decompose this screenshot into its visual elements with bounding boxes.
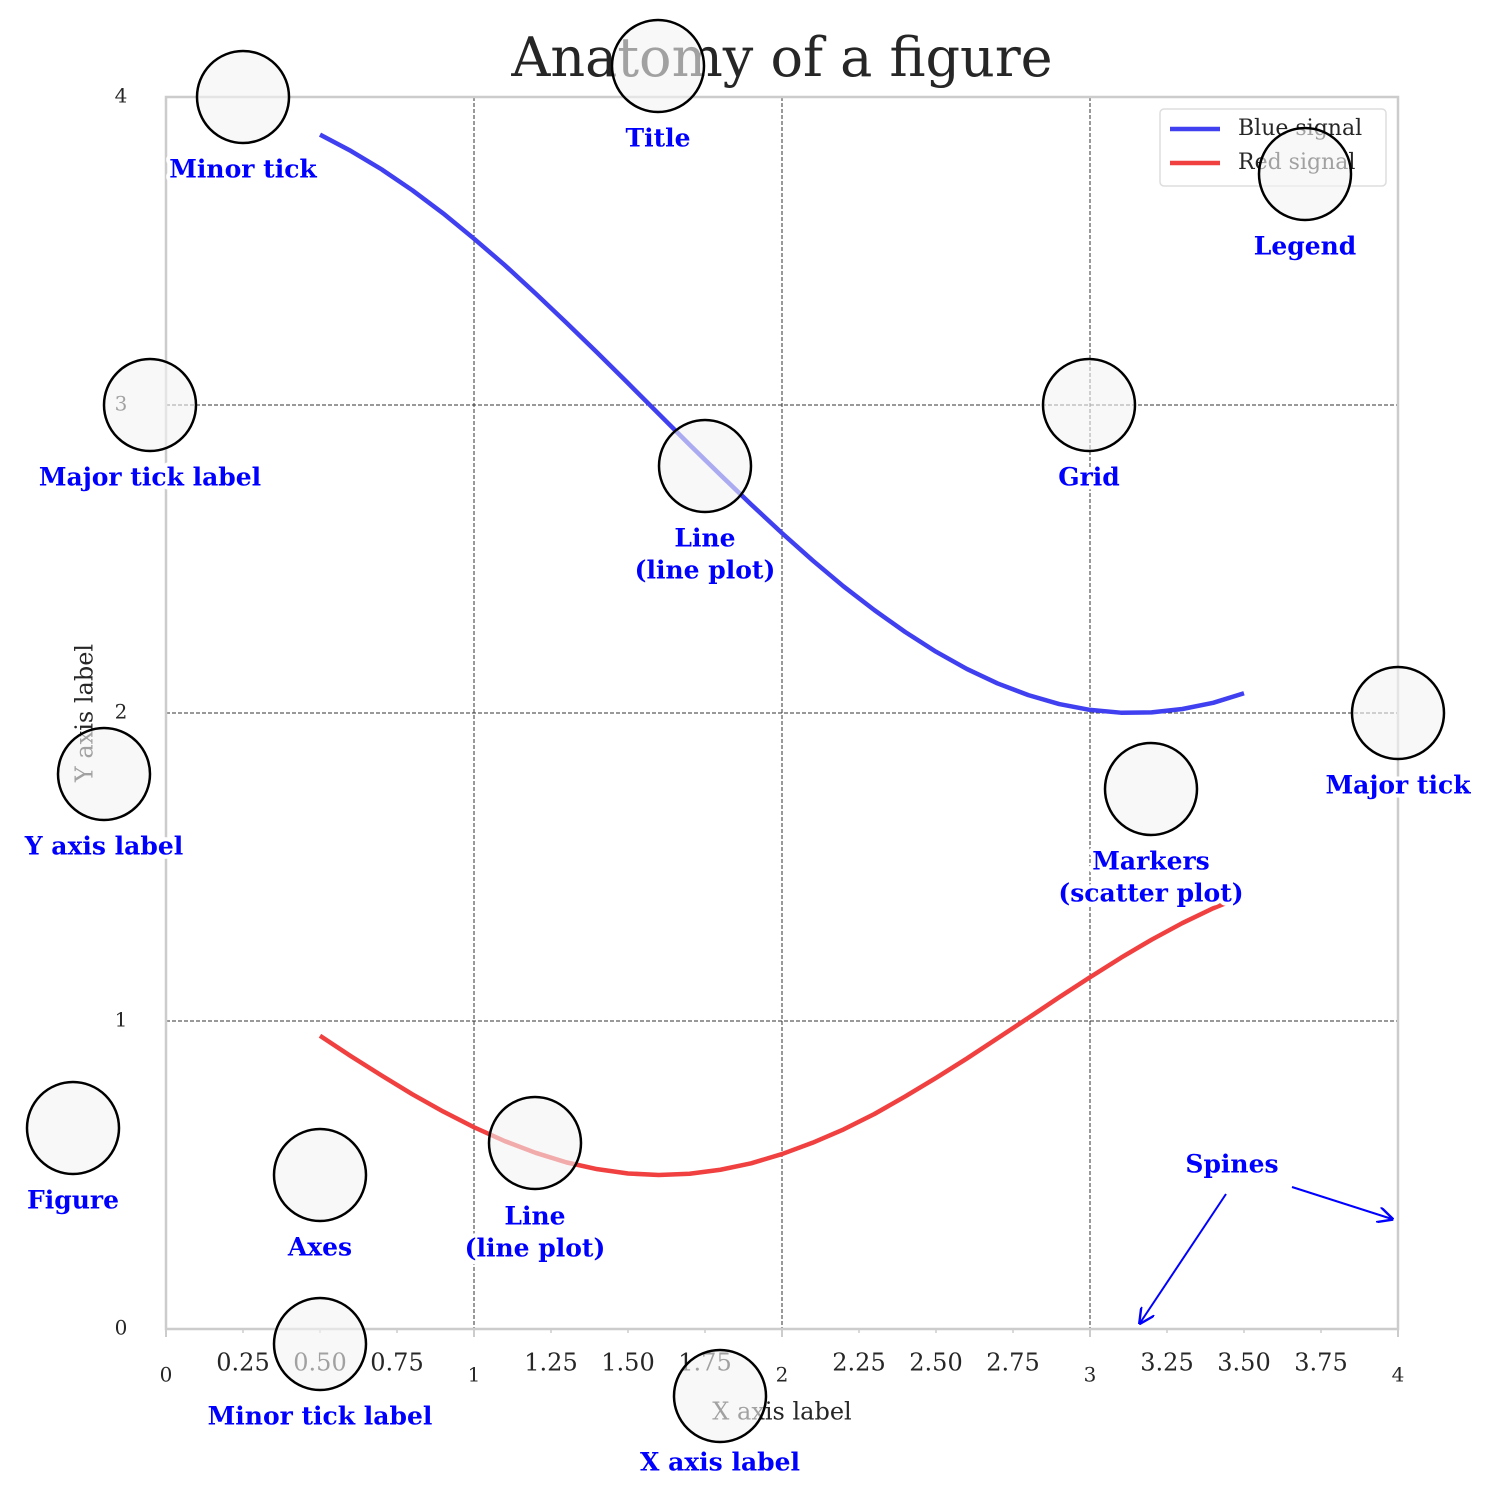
y-tick-label: 1 [115, 1008, 128, 1032]
annotation-label: Line [504, 1202, 565, 1231]
x-minor-tick-label: 3.75 [1294, 1349, 1347, 1377]
annotation-label: Title [625, 124, 690, 153]
annotation-label: Y axis label [24, 832, 184, 861]
annotation-circle [195, 49, 291, 145]
line-series [318, 893, 1245, 1178]
annotation-label: Markers [1092, 847, 1210, 876]
annotation-label: Minor tick label [208, 1402, 433, 1431]
annotation-circle [657, 418, 753, 514]
annotation-label: Spines [1185, 1150, 1278, 1179]
line-series [318, 132, 1245, 715]
annotation-label: Major tick label [39, 463, 261, 492]
annotation-label: Minor tick [169, 155, 317, 184]
annotation-label: X axis label [640, 1448, 800, 1477]
x-minor-tick-label: 3.25 [1140, 1349, 1193, 1377]
x-tick-label: 3 [1084, 1363, 1097, 1387]
x-minor-tick-label: 1.25 [524, 1349, 577, 1377]
x-minor-tick-label: 1.50 [601, 1349, 654, 1377]
annotation-label: Line [674, 524, 735, 553]
x-minor-tick-label: 3.50 [1217, 1349, 1270, 1377]
chart-title: Anatomy of a figure [510, 26, 1052, 89]
y-tick-label: 2 [115, 700, 128, 724]
annotation-label: Axes [287, 1233, 352, 1262]
annotation-circle [56, 726, 152, 822]
annotation-label: Figure [27, 1186, 119, 1215]
x-minor-tick-label: 2.75 [986, 1349, 1039, 1377]
annotation-circle [672, 1348, 768, 1444]
annotation-circle [272, 1296, 368, 1392]
x-minor-tick-label: 0.75 [370, 1349, 423, 1377]
annotation-circle [487, 1095, 583, 1191]
y-tick-label: 0 [115, 1316, 128, 1340]
annotation-circle [1041, 357, 1137, 453]
annotation-label: (scatter plot) [1058, 879, 1243, 908]
x-tick-label: 0 [160, 1363, 173, 1387]
annotation-circle [1103, 741, 1199, 837]
x-tick-label: 4 [1392, 1363, 1405, 1387]
annotation-circle [610, 18, 706, 114]
annotation-label: Major tick [1325, 771, 1471, 800]
annotation-label: Legend [1254, 232, 1357, 261]
annotation-circle [272, 1127, 368, 1223]
annotation-arrow [1291, 1186, 1392, 1219]
x-tick-label: 2 [776, 1363, 789, 1387]
annotation-label: (line plot) [635, 556, 776, 585]
annotation-label: Grid [1058, 463, 1120, 492]
annotation-label: (line plot) [465, 1234, 606, 1263]
x-minor-tick-label: 0.25 [216, 1349, 269, 1377]
x-minor-tick-label: 2.50 [909, 1349, 962, 1377]
y-tick-label: 4 [115, 84, 128, 108]
x-minor-tick-label: 2.25 [832, 1349, 885, 1377]
annotation-arrow [1140, 1193, 1227, 1323]
x-tick-label: 1 [468, 1363, 481, 1387]
annotation-circle [1350, 665, 1446, 761]
annotation-circle [25, 1080, 121, 1176]
annotation-circle [1257, 126, 1353, 222]
annotation-circle [102, 357, 198, 453]
